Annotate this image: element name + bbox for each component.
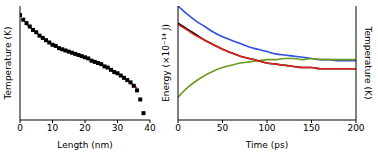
svg-text:150: 150 bbox=[303, 123, 320, 133]
svg-text:0: 0 bbox=[175, 123, 181, 133]
svg-text:Length (nm): Length (nm) bbox=[57, 140, 112, 150]
svg-text:Temperature (K): Temperature (K) bbox=[363, 26, 370, 100]
svg-text:100: 100 bbox=[258, 123, 275, 133]
svg-text:10: 10 bbox=[47, 123, 59, 133]
svg-text:Temperature (K): Temperature (K) bbox=[8, 27, 13, 101]
svg-text:40: 40 bbox=[144, 123, 156, 133]
svg-text:50: 50 bbox=[217, 123, 229, 133]
svg-text:Time (ps): Time (ps) bbox=[245, 140, 288, 150]
svg-text:Energy (×10⁻¹⁴ J): Energy (×10⁻¹⁴ J) bbox=[161, 24, 171, 102]
svg-text:200: 200 bbox=[347, 123, 364, 133]
svg-text:0: 0 bbox=[17, 123, 23, 133]
svg-text:20: 20 bbox=[79, 123, 91, 133]
svg-text:30: 30 bbox=[112, 123, 124, 133]
